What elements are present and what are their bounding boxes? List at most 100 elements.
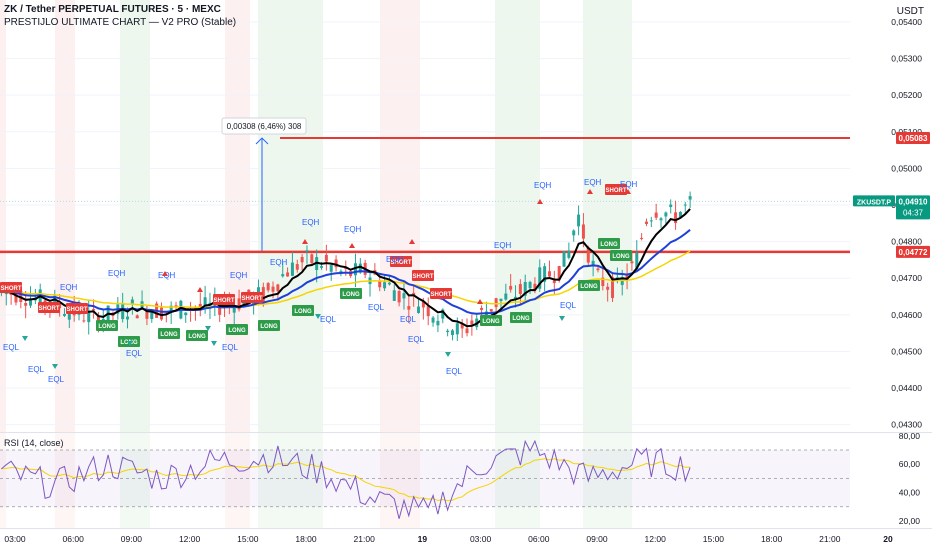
time-tick-label: 09:00 xyxy=(121,534,143,544)
rsi-title[interactable]: RSI (14, close) xyxy=(4,438,64,448)
candle-body xyxy=(567,250,571,258)
eql-label: EQL xyxy=(3,343,20,352)
candle-body xyxy=(417,306,421,313)
candle-body xyxy=(24,303,28,306)
rsi-background-band xyxy=(495,433,540,528)
candle-body xyxy=(358,263,362,273)
candle-body xyxy=(392,290,396,301)
down-triangle xyxy=(445,352,451,357)
candle-body xyxy=(378,280,382,288)
long-label: LONG xyxy=(600,242,618,248)
candle-body xyxy=(242,300,246,308)
eqh-label: EQH xyxy=(534,181,552,190)
long-label-box xyxy=(96,320,118,331)
measure-box xyxy=(221,117,307,135)
candle-body xyxy=(310,254,314,263)
candle-body xyxy=(528,281,532,289)
candle-body xyxy=(4,292,8,295)
candle-body xyxy=(271,286,275,292)
lower-level-tag-box xyxy=(896,245,930,258)
rsi-background-band xyxy=(55,433,75,528)
candle-body xyxy=(499,298,503,302)
down-triangle xyxy=(559,316,565,321)
rsi-background-band xyxy=(380,433,420,528)
time-tick-label: 18:00 xyxy=(761,534,783,544)
rsi-line xyxy=(1,439,691,519)
candle-body xyxy=(329,265,333,272)
candle-body xyxy=(62,313,66,316)
long-label-box xyxy=(340,288,362,299)
currency-label[interactable]: USDT xyxy=(896,6,924,17)
symbol-tag[interactable]: ZKUSDT.P xyxy=(857,199,892,206)
rsi-background-band xyxy=(120,433,150,528)
indicator-title[interactable]: PRESTIJLO ULTIMATE CHART — V2 PRO (Stabl… xyxy=(4,17,237,28)
candle-body xyxy=(654,212,658,218)
down-triangle xyxy=(211,341,217,346)
ema-black-line xyxy=(1,208,691,328)
up-triangle xyxy=(587,189,593,194)
background-band xyxy=(380,0,420,432)
measure-arrow xyxy=(255,137,269,145)
short-label: SHORT xyxy=(391,260,412,266)
upper-level-tag[interactable]: 0,05083 xyxy=(899,134,928,143)
time-axis: 03:00 06:00 09:00 12:00 15:00 18:00 21:00 19 03:… xyxy=(0,528,932,544)
lower-level-tag[interactable]: 0,04772 xyxy=(899,248,928,257)
rsi-ma-line xyxy=(1,458,691,502)
short-label-box xyxy=(430,288,452,299)
candle-body xyxy=(557,266,561,281)
candle-body xyxy=(455,323,459,335)
candle-body xyxy=(412,292,416,296)
short-label: SHORT xyxy=(431,292,452,298)
candle-body xyxy=(441,309,445,319)
candle-body xyxy=(664,212,668,217)
long-label: LONG xyxy=(342,292,360,298)
candle-body xyxy=(38,289,42,308)
candle-body xyxy=(261,287,265,302)
up-triangle xyxy=(477,299,483,304)
candle-body xyxy=(514,296,518,299)
candle-body xyxy=(92,308,96,311)
candle-body xyxy=(640,237,644,239)
eqh-label: EQH xyxy=(60,283,78,292)
candle-body xyxy=(324,254,328,262)
up-triangle xyxy=(302,239,308,244)
up-triangle xyxy=(162,271,168,276)
background-bands xyxy=(0,0,632,528)
candle-body xyxy=(509,285,513,290)
symbol-title[interactable]: ZK / Tether PERPETUAL FUTURES · 5 · MEXC xyxy=(4,4,221,15)
candle-body xyxy=(644,221,648,225)
long-label: LONG xyxy=(260,324,278,330)
short-label: SHORT xyxy=(214,298,235,304)
measure-text: 0,00308 (6,46%) 308 xyxy=(227,122,302,131)
eql-label: EQL xyxy=(560,301,577,310)
candle-body xyxy=(339,270,343,272)
long-label-box xyxy=(292,305,314,316)
time-tick-label: 12:00 xyxy=(179,534,201,544)
candle-body xyxy=(193,306,197,310)
candle-body xyxy=(266,283,270,291)
candle-body xyxy=(334,259,338,268)
upper-level-tag-box xyxy=(896,132,930,145)
short-label: SHORT xyxy=(39,306,60,312)
down-triangle xyxy=(315,314,321,319)
rsi-tick-label: 80,00 xyxy=(899,431,921,441)
candle-body xyxy=(383,282,387,289)
candle-body xyxy=(82,320,86,322)
short-label-box xyxy=(241,292,263,303)
long-label-box xyxy=(610,250,632,261)
candle-body xyxy=(397,290,401,303)
candle-body xyxy=(276,284,280,292)
background-band xyxy=(0,0,6,432)
current-price-label[interactable]: 0,04910 xyxy=(899,197,928,206)
short-label-box xyxy=(412,270,434,281)
candle-body xyxy=(169,305,173,313)
price-tick-label: 0,05400 xyxy=(891,17,922,27)
eql-label: EQL xyxy=(48,375,65,384)
candle-body xyxy=(130,299,134,305)
eql-label: EQL xyxy=(126,349,143,358)
candle-body xyxy=(504,293,508,300)
current-price-box xyxy=(896,195,930,220)
candle-body xyxy=(281,274,285,277)
